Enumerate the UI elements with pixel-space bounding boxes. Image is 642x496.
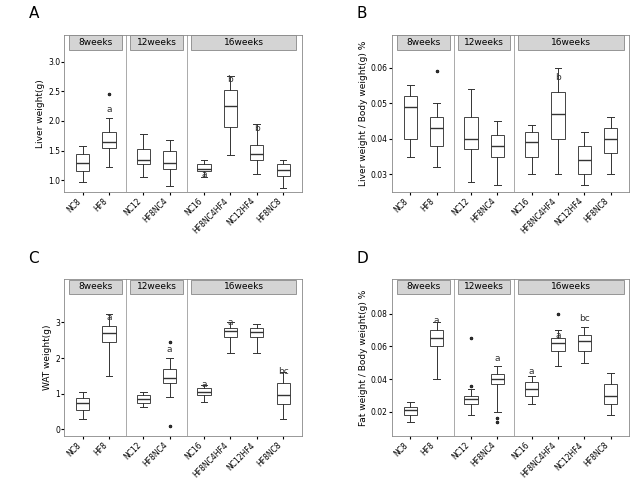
PathPatch shape	[250, 328, 263, 337]
Text: bc: bc	[579, 314, 590, 323]
PathPatch shape	[578, 335, 591, 351]
Text: B: B	[356, 6, 367, 21]
PathPatch shape	[197, 164, 211, 172]
Bar	[458, 35, 510, 50]
Text: 12weeks: 12weeks	[137, 38, 177, 47]
PathPatch shape	[525, 131, 538, 157]
Text: 16weeks: 16weeks	[223, 38, 264, 47]
Text: b: b	[254, 124, 259, 133]
Text: a: a	[555, 331, 560, 340]
PathPatch shape	[137, 395, 150, 403]
PathPatch shape	[551, 338, 564, 351]
PathPatch shape	[250, 145, 263, 160]
PathPatch shape	[404, 407, 417, 415]
Text: a: a	[107, 312, 112, 322]
PathPatch shape	[551, 92, 564, 139]
Y-axis label: Fat weight / Body weight(g) %: Fat weight / Body weight(g) %	[359, 290, 368, 426]
PathPatch shape	[430, 330, 443, 346]
Text: 12weeks: 12weeks	[464, 38, 504, 47]
PathPatch shape	[137, 149, 150, 164]
PathPatch shape	[604, 384, 618, 404]
Text: a: a	[228, 318, 233, 327]
Text: a: a	[201, 170, 207, 179]
PathPatch shape	[224, 90, 237, 127]
Text: bc: bc	[278, 367, 288, 376]
PathPatch shape	[224, 328, 237, 337]
Bar	[458, 280, 510, 294]
Y-axis label: Liver weight / Body weight(g) %: Liver weight / Body weight(g) %	[359, 41, 368, 186]
Text: 16weeks: 16weeks	[551, 38, 591, 47]
Text: b: b	[555, 73, 561, 82]
Bar	[397, 280, 450, 294]
Text: a: a	[107, 105, 112, 114]
Text: b: b	[227, 75, 233, 84]
PathPatch shape	[103, 326, 116, 342]
Bar	[191, 280, 297, 294]
Text: a: a	[201, 380, 207, 389]
PathPatch shape	[490, 374, 504, 384]
Bar	[69, 35, 122, 50]
Text: a: a	[167, 345, 173, 354]
PathPatch shape	[163, 369, 177, 383]
Text: a: a	[529, 367, 534, 376]
Text: 8weeks: 8weeks	[79, 282, 113, 291]
PathPatch shape	[464, 118, 478, 149]
Y-axis label: Liver weight(g): Liver weight(g)	[36, 79, 45, 148]
Bar	[191, 35, 297, 50]
PathPatch shape	[103, 131, 116, 148]
Text: 16weeks: 16weeks	[551, 282, 591, 291]
PathPatch shape	[277, 164, 290, 176]
PathPatch shape	[277, 383, 290, 404]
Text: a: a	[494, 354, 500, 363]
PathPatch shape	[197, 388, 211, 395]
Text: 8weeks: 8weeks	[79, 38, 113, 47]
PathPatch shape	[464, 395, 478, 404]
PathPatch shape	[76, 398, 89, 410]
Bar	[130, 35, 183, 50]
PathPatch shape	[490, 135, 504, 157]
Text: A: A	[29, 6, 39, 21]
PathPatch shape	[76, 154, 89, 172]
Bar	[397, 35, 450, 50]
PathPatch shape	[604, 128, 618, 153]
PathPatch shape	[163, 151, 177, 169]
Bar	[518, 35, 624, 50]
Text: a: a	[434, 316, 439, 325]
PathPatch shape	[430, 118, 443, 146]
Y-axis label: WAT weight(g): WAT weight(g)	[44, 325, 53, 390]
PathPatch shape	[525, 382, 538, 395]
Text: 12weeks: 12weeks	[137, 282, 177, 291]
Bar	[130, 280, 183, 294]
Bar	[69, 280, 122, 294]
Text: 12weeks: 12weeks	[464, 282, 504, 291]
PathPatch shape	[578, 146, 591, 175]
Text: D: D	[356, 250, 368, 265]
PathPatch shape	[404, 96, 417, 139]
Text: 16weeks: 16weeks	[223, 282, 264, 291]
Bar	[518, 280, 624, 294]
Text: C: C	[29, 250, 39, 265]
Text: 8weeks: 8weeks	[406, 38, 440, 47]
Text: 8weeks: 8weeks	[406, 282, 440, 291]
